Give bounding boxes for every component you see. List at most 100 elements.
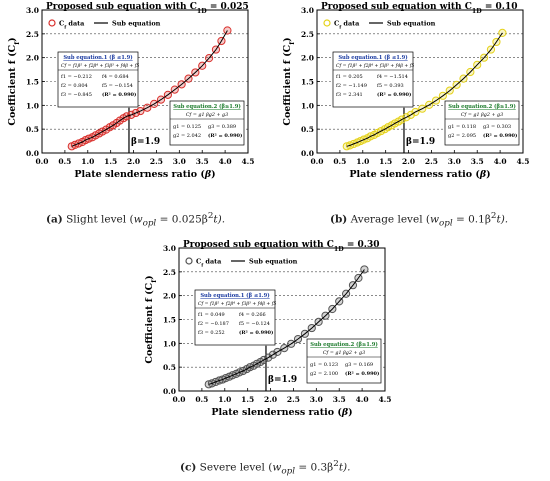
chart-panel-b: 0.0 0.5 1.0 1.5 2.0 2.5 3.0 0.0 0.5 1.0 1.5 2.0 2.5 3… <box>275 0 550 200</box>
chart-a-ytick-label: 1.5 <box>26 78 39 87</box>
chart-b-xtick-label: 3.0 <box>448 157 461 166</box>
chart-b-equation-box-1-coef: f4 = −1.514 <box>377 74 408 80</box>
caption-a-formula-sup: 2 <box>207 211 214 221</box>
chart-c-x-axis-label: Plate slenderness ratio (β) <box>211 407 352 418</box>
chart-b-xtick-label: 4.0 <box>494 157 507 166</box>
chart-a-chart-title-part-1: 1D <box>197 8 207 15</box>
chart-a-xtick-label: 2.5 <box>150 157 163 166</box>
caption-a-formula: w <box>133 213 143 226</box>
chart-b-break-label: β=1.9 <box>406 137 435 147</box>
chart-b-xtick-label: 2.5 <box>425 157 438 166</box>
chart-b-equation-box-1-title: Sub equation.1 (β ≤1.9) <box>338 54 407 61</box>
chart-c-break-label: β=1.9 <box>268 375 297 385</box>
caption-c-formula-sub: opl <box>281 466 295 477</box>
chart-b-equation-box-2-coef: g3 = 0.303 <box>483 124 511 130</box>
chart-a-x-axis-label-part-2: ) <box>211 169 216 180</box>
chart-c-xtick-label: 4.0 <box>356 395 369 404</box>
chart-c-chart-title-part-1: 1D <box>334 246 344 253</box>
chart-a-equation-box-2 <box>169 100 245 146</box>
chart-b-equation-box-2-title: Sub equation.2 (β≥1.9) <box>448 103 516 110</box>
chart-c-legend-marker <box>185 257 193 265</box>
chart-c-xtick-label: 3.0 <box>310 395 323 404</box>
chart-a-sub-equation-curve <box>71 30 228 147</box>
chart-c-equation-box-2-coef: g1 = 0.123 <box>310 362 338 368</box>
chart-b-equation-box-1-coef: f5 = 0.393 <box>377 83 404 89</box>
chart-svg-c: 0.0 0.5 1.0 1.5 2.0 2.5 3.0 0.0 0.5 1.0 1.5 2.0 2.5 3… <box>144 240 392 418</box>
chart-b-equation-box-2-coef: g2 = 2.095 <box>448 133 476 139</box>
chart-c-equation-box-2 <box>306 338 382 384</box>
chart-a-ytick-label: 0.0 <box>26 149 39 158</box>
chart-a-equation-box-1-coef: f1 = −0.212 <box>61 74 92 80</box>
chart-c-legend-label-fit: Sub equation <box>249 258 298 266</box>
chart-c-y-axis-label-part-1: f <box>150 279 158 283</box>
chart-b-x-axis-label-part-0: Plate slenderness ratio ( <box>349 169 480 180</box>
chart-a-legend-label-data-part-2: data <box>66 20 85 28</box>
chart-b-equation-box-2-coef: g1 = 0.118 <box>448 124 476 130</box>
chart-svg-b: 0.0 0.5 1.0 1.5 2.0 2.5 3.0 0.0 0.5 1.0 1.5 2.0 2.5 3… <box>282 2 530 180</box>
chart-b-xtick-label: 1.5 <box>379 157 392 166</box>
chart-c-xtick-label: 2.0 <box>264 395 277 404</box>
chart-b-chart-title-part-2: = 0.10 <box>482 2 518 12</box>
chart-b-ytick-label: 2.5 <box>301 30 314 39</box>
chart-b-ytick-label: 3.0 <box>301 6 314 15</box>
chart-a-equation-box-1 <box>57 51 139 108</box>
chart-a-legend-label-data-part-0: C <box>59 20 64 28</box>
chart-a-equation-box-1-formula: Cf = f1β⁵ + f2β⁴ + f3β³ + f4β + f5 <box>61 63 139 69</box>
chart-a-xtick-label: 3.5 <box>196 157 209 166</box>
chart-b-legend-marker <box>323 19 331 27</box>
caption-b-formula-sub: opl <box>438 218 453 229</box>
caption-a-formula-rest: = 0.025β <box>156 213 208 226</box>
chart-a-chart-title-part-0: Proposed sub equation with C <box>46 2 197 12</box>
chart-b-data-point <box>498 28 507 37</box>
caption-c-formula-rest: = 0.3β <box>295 461 334 474</box>
chart-b-xtick-label: 4.5 <box>516 157 529 166</box>
caption-a: (a) Slight level (wopl = 0.025β2t). <box>46 211 225 229</box>
chart-c-y-axis-label: Coefficient f (Cf) <box>144 275 158 363</box>
chart-c-equation-box-2-coef: (R² = 0.990) <box>345 370 379 377</box>
chart-b-x-axis-label: Plate slenderness ratio (β) <box>349 169 490 180</box>
chart-b-sub-equation-curve <box>346 32 503 147</box>
chart-c-legend-label-data-part-1: f <box>201 262 204 268</box>
chart-c-legend-label-data-part-0: C <box>196 258 201 266</box>
chart-c-equation-box-1 <box>194 289 276 346</box>
chart-a-equation-box-2-title: Sub equation.2 (β≥1.9) <box>173 103 241 110</box>
chart-b-equation-box-2-formula: Cf = g1 βg2 + g3 <box>461 112 503 118</box>
chart-a-break-label: β=1.9 <box>131 137 160 147</box>
chart-a-y-axis-label-part-1: f <box>13 41 21 45</box>
chart-b-equation-box-2-coef: (R² = 0.990) <box>483 132 517 139</box>
caption-b-formula: w <box>429 213 439 226</box>
chart-c-ytick-label: 0.5 <box>163 363 176 372</box>
chart-a-ytick-label: 2.0 <box>26 54 39 63</box>
chart-b-equation-box-2 <box>444 100 520 146</box>
chart-a-equation-box-1-coef: f2 = 0.804 <box>61 83 88 89</box>
chart-a-xtick-label: 0.0 <box>35 157 48 166</box>
chart-c-ytick-label: 0.0 <box>163 387 176 396</box>
chart-c-xtick-label: 0.5 <box>195 395 208 404</box>
chart-b-ytick-label: 2.0 <box>301 54 314 63</box>
chart-c-equation-box-2-coef: g3 = 0.169 <box>345 362 373 368</box>
caption-b: (b) Average level (wopl = 0.1β2t). <box>330 211 508 229</box>
chart-a-chart-title: Proposed sub equation with C1D = 0.025 <box>46 2 249 15</box>
caption-c-label: (c) <box>180 461 197 474</box>
chart-b-x-axis-label-part-1: β <box>479 169 487 180</box>
chart-c-equation-box-2-formula: Cf = g1 βg2 + g3 <box>323 350 365 356</box>
chart-c-equation-box-1-formula: Cf = f1β⁵ + f2β⁴ + f3β³ + f4β + f5 <box>198 301 276 307</box>
chart-a-equation-box-1-title: Sub equation.1 (β ≤1.9) <box>63 54 132 61</box>
chart-c-legend-label-data-part-2: data <box>203 258 222 266</box>
chart-a-xtick-label: 4.0 <box>219 157 232 166</box>
chart-b-equation-box-1-coef: f1 = 0.205 <box>336 74 363 80</box>
chart-b-legend-label-data: Cf data <box>334 20 360 31</box>
chart-b-legend-label-data-part-0: C <box>334 20 339 28</box>
chart-b-ytick-label: 1.5 <box>301 78 314 87</box>
chart-b-xtick-label: 2.0 <box>402 157 415 166</box>
caption-b-label: (b) <box>330 213 348 226</box>
chart-c-equation-box-1-coef: f3 = 0.252 <box>198 330 225 336</box>
chart-a-xtick-label: 4.5 <box>241 157 254 166</box>
chart-c-ytick-label: 2.0 <box>163 292 176 301</box>
chart-c-y-axis-label-part-0: Coefficient f (C <box>144 282 155 363</box>
chart-b-equation-box-1 <box>332 51 414 108</box>
chart-a-chart-title-part-2: = 0.025 <box>207 2 249 12</box>
chart-a-x-axis-label-part-0: Plate slenderness ratio ( <box>74 169 205 180</box>
caption-c-formula: w <box>272 461 282 474</box>
chart-b-xtick-label: 0.5 <box>333 157 346 166</box>
